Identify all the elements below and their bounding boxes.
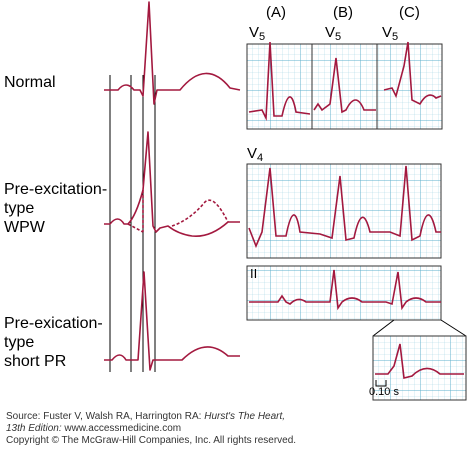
label-short-line1: Pre-exication-: [4, 315, 103, 332]
zoom-connectors: [372, 319, 467, 337]
label-short-line2: type: [4, 334, 35, 351]
panel-label-a: (A): [266, 4, 286, 21]
v4-strip: [246, 163, 442, 259]
wpw-complex-trace: [104, 131, 240, 238]
label-wpw-line3: WPW: [4, 219, 45, 236]
wpw-delta-dashed: [127, 190, 229, 233]
label-normal: Normal: [4, 74, 56, 91]
source-line1: Source: Fuster V, Walsh RA, Harrington R…: [6, 411, 286, 422]
label-wpw: Pre-excitation- type WPW: [4, 180, 107, 237]
lead-label-a: V5: [249, 24, 266, 43]
normal-complex-trace: [104, 1, 241, 105]
lead-ii-strip: [246, 265, 442, 321]
panel-c-strip: [376, 41, 443, 130]
zoom-inset: [372, 335, 467, 401]
panel-label-b: (B): [333, 4, 353, 21]
panel-label-c: (C): [399, 4, 420, 21]
source-credit: Source: Fuster V, Walsh RA, Harrington R…: [6, 411, 296, 447]
source-line2: 13th Edition: www.accessmedicine.com: [6, 423, 182, 434]
scale-bracket: [375, 380, 387, 387]
lead-label-ii: II: [250, 266, 258, 281]
short-pr-complex-trace: [104, 271, 240, 371]
label-wpw-line2: type: [4, 200, 35, 217]
timing-lines: [109, 75, 156, 372]
label-short-line3: short PR: [4, 353, 67, 370]
lead-label-c: V5: [382, 24, 399, 43]
source-line3: Copyright © The McGraw-Hill Companies, I…: [6, 435, 297, 446]
lead-label-b: V5: [325, 24, 342, 43]
label-wpw-line1: Pre-excitation-: [4, 181, 108, 198]
scale-label: 0.10 s: [369, 386, 399, 398]
panel-a-strip: [246, 41, 313, 130]
label-short-pr: Pre-exication- type short PR: [4, 314, 103, 371]
panel-b-strip: [311, 43, 378, 130]
lead-label-v4: V4: [247, 145, 264, 164]
